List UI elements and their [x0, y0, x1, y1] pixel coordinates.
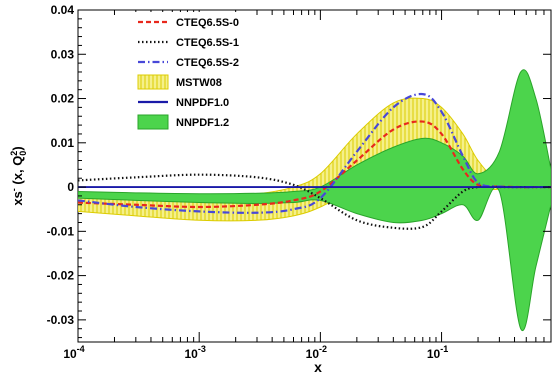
y-tick-label: -0.02	[47, 269, 75, 283]
legend-label-cteq6-5s-1: CTEQ6.5S-1	[176, 37, 239, 49]
x-tick-label: 10-1	[427, 344, 448, 361]
y-tick-label: 0.03	[51, 47, 75, 61]
x-tick-label: 10-4	[63, 344, 84, 361]
x-tick-label: 10-3	[184, 344, 205, 361]
y-tick-label: 0.02	[51, 92, 75, 106]
y-tick-label: -0.03	[47, 313, 75, 327]
legend-label-cteq6-5s-0: CTEQ6.5S-0	[176, 17, 239, 29]
legend-label-nnpdf1-0: NNPDF1.0	[176, 97, 229, 109]
legend-swatch-nnpdf1-2	[137, 114, 169, 130]
line-cteq6-5s-2	[78, 92, 551, 214]
legend-box	[134, 12, 256, 130]
legend-label-cteq6-5s-2: CTEQ6.5S-2	[176, 57, 239, 69]
legend-label-mstw08: MSTW08	[176, 77, 222, 89]
x-tick-label: 10-2	[306, 344, 327, 361]
axes-layer: 0.04 0.03 0.02 0.01 0 -0.01 -0.02 -0.03 10-4 10-3…	[9, 3, 552, 375]
legend-swatch-mstw08	[137, 74, 169, 90]
y-tick-label: -0.01	[47, 224, 75, 238]
band-nnpdf1-2	[78, 69, 551, 332]
y-axis-title: xs- (x, Q20)	[9, 146, 28, 205]
y-tick-label: 0	[67, 180, 74, 194]
y-tick-label: 0.04	[51, 3, 75, 17]
y-tick-label: 0.01	[51, 136, 75, 150]
legend: CTEQ6.5S-0 CTEQ6.5S-1 CTEQ6.5S-2 MSTW08 NNPD…	[134, 12, 256, 130]
legend-label-nnpdf1-2: NNPDF1.2	[176, 117, 229, 129]
x-axis-title: x	[314, 359, 322, 375]
lines-layer	[78, 92, 551, 230]
